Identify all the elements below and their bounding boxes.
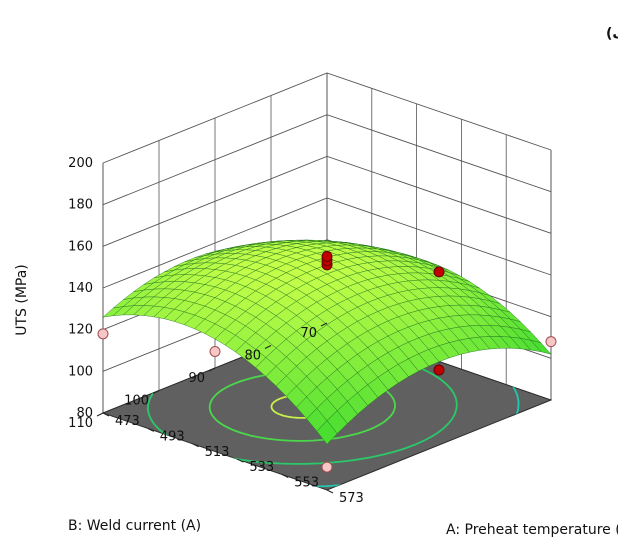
x-axis-ticks: 473 493 513 533 553 573 — [102, 412, 364, 506]
y-tick-mark — [264, 345, 272, 349]
z-tick-label: 140 — [68, 281, 93, 296]
y-tick-mark — [152, 390, 160, 394]
design-point — [321, 251, 333, 262]
design-point — [433, 266, 445, 278]
surface-patch — [316, 420, 338, 445]
design-point — [545, 336, 557, 348]
x-tick-mark — [192, 443, 199, 448]
y-tick-mark — [96, 412, 104, 417]
x-tick-label: 513 — [205, 445, 230, 460]
y-tick-label: 80 — [244, 349, 261, 364]
z-tick-label: 160 — [68, 239, 93, 254]
panel-label: الف) — [606, 26, 618, 42]
y-tick-label: 70 — [300, 326, 317, 341]
x-tick-label: 573 — [339, 491, 364, 506]
wall-gridline — [102, 197, 552, 289]
y-tick-label: 100 — [124, 394, 149, 409]
x-axis-title: A: Preheat temperature (K) — [446, 522, 618, 538]
z-tick-label: 100 — [68, 364, 93, 379]
x-tick-label: 553 — [294, 476, 319, 491]
wall-gridline — [102, 114, 552, 206]
design-point — [433, 364, 445, 376]
design-point — [97, 328, 109, 340]
z-tick-label: 180 — [68, 198, 93, 213]
y-tick-label: 110 — [68, 416, 93, 431]
y-axis-title: B: Weld current (A) — [68, 518, 201, 534]
y-tick-mark — [320, 322, 328, 327]
x-tick-mark — [147, 427, 155, 432]
x-tick-mark — [102, 412, 110, 417]
y-tick-mark — [208, 367, 216, 372]
design-points-above — [321, 251, 445, 376]
z-axis-title: UTS (MPa) — [14, 264, 30, 336]
x-tick-label: 473 — [115, 414, 140, 429]
z-tick-label: 200 — [68, 156, 93, 171]
y-axis-ticks: 70 80 90 100 110 — [68, 322, 328, 431]
z-tick-label: 80 — [76, 406, 93, 421]
x-tick-mark — [326, 489, 334, 494]
contour-line — [208, 370, 396, 442]
design-point — [209, 346, 221, 357]
x-tick-mark — [281, 474, 289, 479]
design-point — [321, 461, 333, 473]
z-tick-label: 120 — [68, 323, 93, 338]
x-tick-label: 533 — [249, 460, 274, 475]
wall-gridline — [102, 72, 552, 164]
y-tick-label: 90 — [188, 371, 205, 386]
wall-gridline — [102, 155, 552, 247]
x-tick-mark — [237, 458, 244, 463]
z-axis-ticks: 80 100 120 140 160 180 200 — [68, 156, 93, 421]
x-tick-label: 493 — [160, 429, 185, 444]
